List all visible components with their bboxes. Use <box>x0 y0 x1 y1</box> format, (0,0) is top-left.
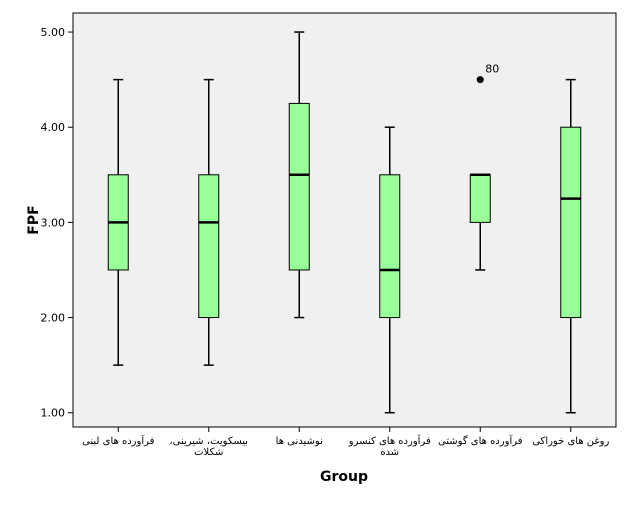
box-group-0 <box>107 78 129 366</box>
y-tick-label-1: 2.00 <box>41 312 66 325</box>
box-group-2 <box>288 31 310 319</box>
x-tick-label-1-0: بیسکویت، شیرینی، <box>169 436 248 447</box>
iqr-box-4 <box>469 174 491 223</box>
box-group-3 <box>379 126 401 414</box>
outlier-point-4-0 <box>476 76 484 84</box>
y-tick-label-0: 1.00 <box>41 407 66 420</box>
x-tick-label-1-1: شکلات <box>194 447 223 458</box>
y-tick-label-4: 5.00 <box>41 26 66 39</box>
x-tick-label-2-0: نوشیدنی ها <box>276 436 323 447</box>
y-tick-label-2: 3.00 <box>41 216 66 229</box>
y-axis: 1.00 2.00 3.00 4.00 5.00 <box>41 26 73 420</box>
x-axis-title: Group <box>320 469 368 485</box>
y-axis-title: FPF <box>26 205 42 234</box>
box-group-5 <box>560 78 582 414</box>
iqr-box-5 <box>560 126 582 319</box>
box-group-1 <box>198 78 220 366</box>
box-group-4: 80 <box>469 63 499 271</box>
x-tick-label-3-1: شده <box>380 447 399 458</box>
x-tick-label-3-0: فرآورده های کنسرو <box>348 434 431 447</box>
x-tick-label-5-0: روغن های خوراکی <box>532 436 609 447</box>
iqr-box-3 <box>379 174 401 319</box>
x-axis: فرآورده های لبنی بیسکویت، شیرینی،شکلات نوش… <box>82 427 609 458</box>
plot-area <box>72 12 617 428</box>
x-tick-label-0-0: فرآورده های لبنی <box>82 434 155 447</box>
iqr-box-1 <box>198 174 220 319</box>
y-tick-label-3: 4.00 <box>41 121 66 134</box>
box-series: 80 <box>107 31 582 414</box>
iqr-box-2 <box>288 102 310 271</box>
x-tick-label-4-0: فرآورده های گوشتی <box>438 434 523 447</box>
outlier-label-4-0: 80 <box>485 63 499 76</box>
